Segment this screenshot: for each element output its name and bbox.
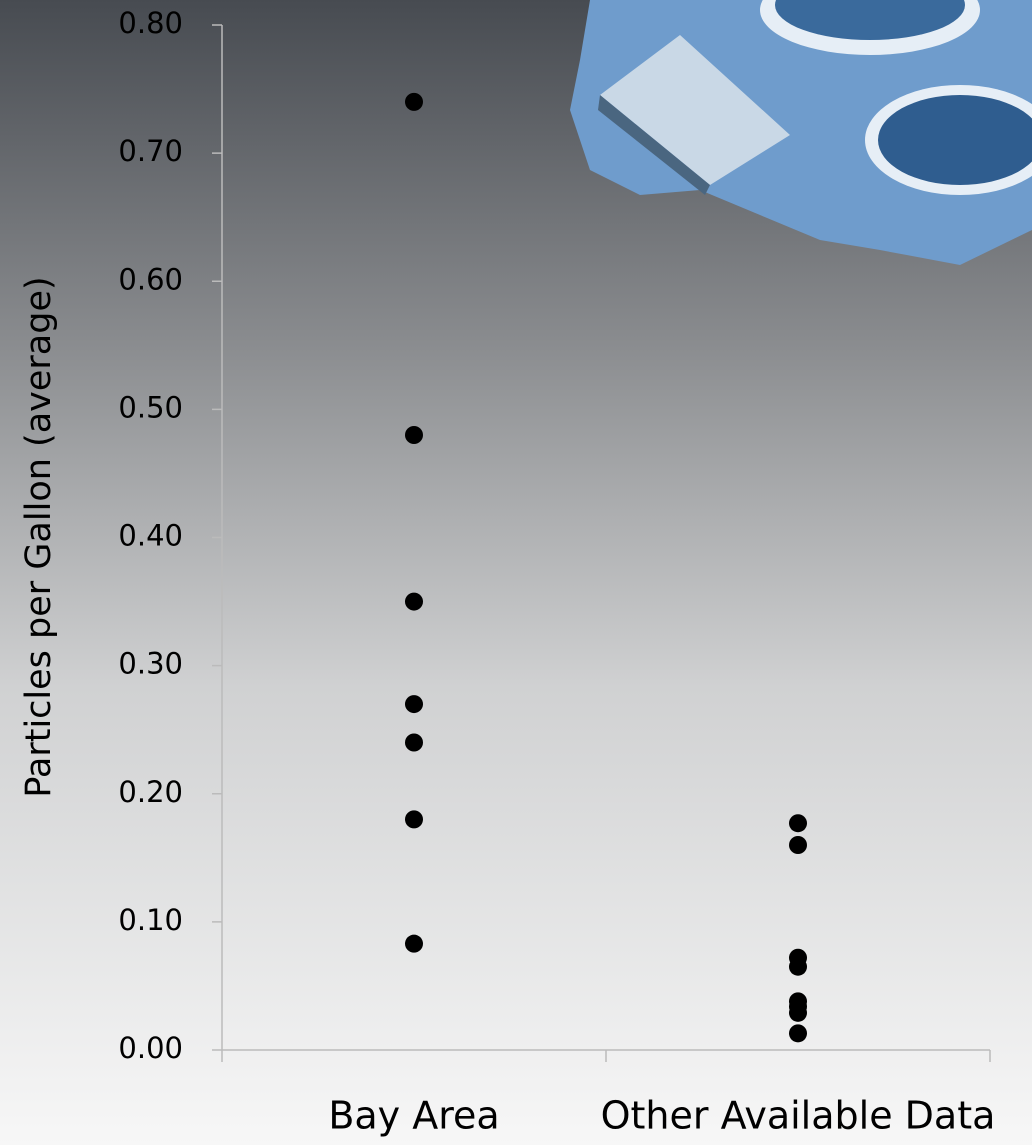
y-tick-label: 0.40 [118, 519, 183, 553]
point [405, 810, 423, 828]
point [405, 695, 423, 713]
point [789, 1004, 807, 1022]
y-tick-label: 0.30 [118, 647, 183, 681]
point [405, 935, 423, 953]
x-tick-label: Other Available Data [601, 1094, 996, 1138]
point [405, 593, 423, 611]
y-tick-label: 0.50 [118, 390, 183, 424]
point [405, 426, 423, 444]
point [789, 958, 807, 976]
y-tick-label: 0.60 [118, 262, 183, 296]
point [405, 93, 423, 111]
point [789, 1024, 807, 1042]
point [405, 734, 423, 752]
point [789, 814, 807, 832]
y-tick-label: 0.00 [118, 1031, 183, 1065]
page: {"chart_data": { "type": "strip", "y_lab… [0, 0, 1032, 1145]
chart: Particles per Gallon (average) 0.00 0.10 0… [0, 0, 1032, 1145]
y-tick-label: 0.80 [118, 6, 183, 40]
y-tick-label: 0.20 [118, 775, 183, 809]
y-tick-label: 0.70 [118, 134, 183, 168]
x-tick-label: Bay Area [328, 1094, 499, 1138]
y-tick-label: 0.10 [118, 903, 183, 937]
y-axis-label: Particles per Gallon (average) [19, 276, 59, 797]
point [789, 836, 807, 854]
